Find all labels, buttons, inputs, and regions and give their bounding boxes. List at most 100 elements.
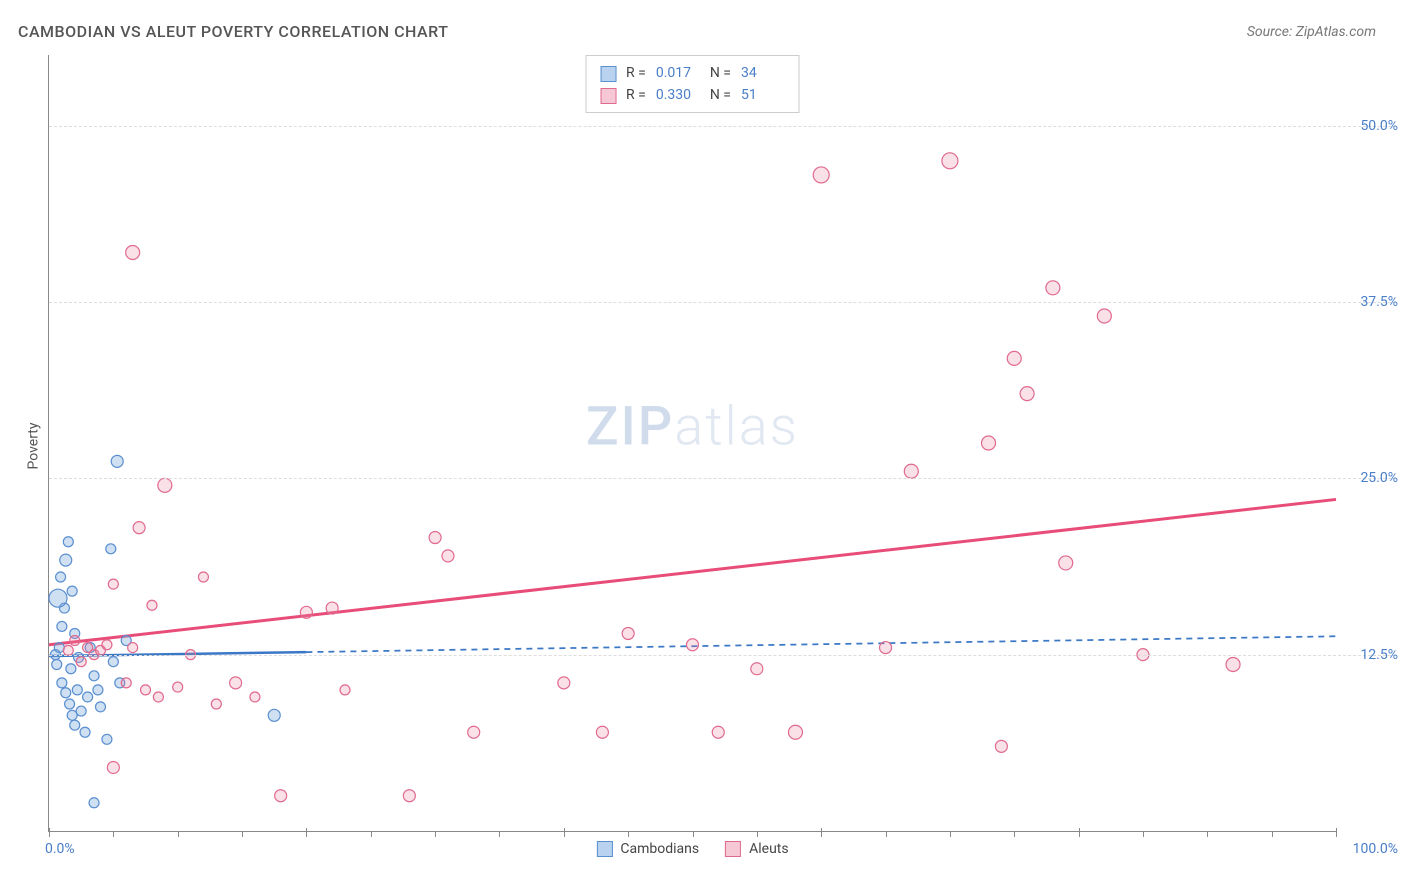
data-point xyxy=(442,550,454,562)
data-point xyxy=(403,790,415,802)
stat-n-label-1: N = xyxy=(710,84,731,106)
data-point xyxy=(268,709,280,721)
y-tick-label: 25.0% xyxy=(1360,470,1398,486)
data-point xyxy=(687,639,699,651)
data-point xyxy=(126,246,140,260)
grid-line-h xyxy=(49,478,1396,479)
data-point xyxy=(111,455,123,467)
stat-n-1: 51 xyxy=(741,84,785,106)
swatch-series-1 xyxy=(600,88,616,104)
data-point xyxy=(198,572,208,582)
data-point xyxy=(250,692,260,702)
tick-x xyxy=(435,831,436,837)
chart-title: CAMBODIAN VS ALEUT POVERTY CORRELATION C… xyxy=(18,22,448,41)
data-point xyxy=(982,436,996,450)
stat-n-label-0: N = xyxy=(710,62,731,84)
data-point xyxy=(275,790,287,802)
x-axis-min-label: 0.0% xyxy=(45,841,75,857)
data-point xyxy=(106,544,116,554)
tick-x xyxy=(178,831,179,837)
swatch-series-0 xyxy=(600,66,616,82)
grid-line-h xyxy=(49,302,1396,303)
data-point xyxy=(340,685,350,695)
tick-x xyxy=(1272,831,1273,837)
data-point xyxy=(60,554,72,566)
data-point xyxy=(1007,351,1021,365)
data-point xyxy=(89,671,99,681)
chart-container: CAMBODIAN VS ALEUT POVERTY CORRELATION C… xyxy=(0,0,1406,892)
data-point xyxy=(211,699,221,709)
tick-x xyxy=(757,831,758,837)
x-axis-max-label: 100.0% xyxy=(1353,841,1398,857)
data-point xyxy=(65,699,75,709)
tick-x xyxy=(628,831,629,837)
grid-line-h xyxy=(49,655,1396,656)
data-point xyxy=(141,685,151,695)
legend-stats-row-1: R = 0.330 N = 51 xyxy=(600,84,785,106)
data-point xyxy=(813,167,829,183)
data-point xyxy=(63,537,73,547)
plot-area: ZIPatlas R = 0.017 N = 34 R = 0.330 N = … xyxy=(48,55,1336,832)
data-point xyxy=(121,678,131,688)
data-point xyxy=(93,685,103,695)
data-point xyxy=(751,663,763,675)
data-point xyxy=(712,726,724,738)
data-point xyxy=(1020,387,1034,401)
data-point xyxy=(66,664,76,674)
legend-bottom: Cambodians Aleuts xyxy=(596,840,788,857)
data-point xyxy=(995,740,1007,752)
data-point xyxy=(80,727,90,737)
plot-svg xyxy=(49,55,1336,831)
data-point xyxy=(83,692,93,702)
tick-x xyxy=(950,831,951,837)
data-point xyxy=(76,706,86,716)
data-point xyxy=(76,657,86,667)
data-point xyxy=(61,688,71,698)
tick-x xyxy=(113,831,114,837)
data-point xyxy=(596,726,608,738)
data-point xyxy=(173,682,183,692)
data-point xyxy=(558,677,570,689)
stat-n-0: 34 xyxy=(741,62,785,84)
data-point xyxy=(429,532,441,544)
tick-x xyxy=(693,831,694,837)
y-axis-label: Poverty xyxy=(26,422,42,469)
data-point xyxy=(70,636,80,646)
data-point xyxy=(880,642,892,654)
data-point xyxy=(107,762,119,774)
data-point xyxy=(95,702,105,712)
data-point xyxy=(49,589,67,607)
grid-line-h xyxy=(49,126,1396,127)
data-point xyxy=(1059,556,1073,570)
data-point xyxy=(300,606,312,618)
tick-x xyxy=(1207,831,1208,837)
y-tick-label: 12.5% xyxy=(1360,647,1398,663)
stat-r-label-0: R = xyxy=(626,62,646,84)
data-point xyxy=(788,725,802,739)
data-point xyxy=(57,621,67,631)
stat-r-0: 0.017 xyxy=(656,62,700,84)
tick-x xyxy=(306,828,307,837)
tick-x xyxy=(49,828,50,837)
legend-stats-row-0: R = 0.017 N = 34 xyxy=(600,62,785,84)
data-point xyxy=(108,579,118,589)
y-tick-label: 50.0% xyxy=(1360,118,1398,134)
data-point xyxy=(108,657,118,667)
tick-x xyxy=(821,828,822,837)
data-point xyxy=(153,692,163,702)
source-attribution: Source: ZipAtlas.com xyxy=(1247,24,1376,40)
data-point xyxy=(102,734,112,744)
data-point xyxy=(52,660,62,670)
data-point xyxy=(67,586,77,596)
data-point xyxy=(326,602,338,614)
legend-item-0: Cambodians xyxy=(596,840,699,857)
tick-x xyxy=(1014,831,1015,837)
stat-r-1: 0.330 xyxy=(656,84,700,106)
data-point xyxy=(230,677,242,689)
data-point xyxy=(133,522,145,534)
data-point xyxy=(128,643,138,653)
data-point xyxy=(468,726,480,738)
data-point xyxy=(89,798,99,808)
data-point xyxy=(1226,658,1240,672)
stat-r-label-1: R = xyxy=(626,84,646,106)
